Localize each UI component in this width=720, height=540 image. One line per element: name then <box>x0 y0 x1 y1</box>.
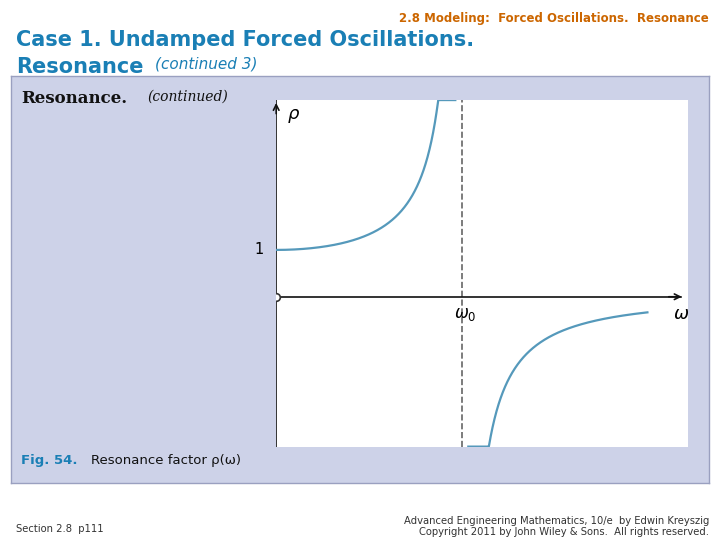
Text: $\omega$: $\omega$ <box>672 305 689 323</box>
Text: Section 2.8  p111: Section 2.8 p111 <box>16 523 104 534</box>
Text: Copyright 2011 by John Wiley & Sons.  All rights reserved.: Copyright 2011 by John Wiley & Sons. All… <box>419 527 709 537</box>
Text: Case 1. Undamped Forced Oscillations.: Case 1. Undamped Forced Oscillations. <box>16 30 474 50</box>
Text: Resonance.: Resonance. <box>22 90 127 107</box>
Text: 2.8 Modeling:  Forced Oscillations.  Resonance: 2.8 Modeling: Forced Oscillations. Reson… <box>400 12 709 25</box>
Text: 1: 1 <box>254 242 264 258</box>
Text: (continued): (continued) <box>147 90 228 104</box>
Text: Advanced Engineering Mathematics, 10/e  by Edwin Kreyszig: Advanced Engineering Mathematics, 10/e b… <box>404 516 709 526</box>
Text: $\rho$: $\rho$ <box>287 107 300 125</box>
Text: (continued 3): (continued 3) <box>155 57 257 72</box>
Text: Resonance: Resonance <box>16 57 143 77</box>
Text: $\omega_0$: $\omega_0$ <box>454 305 477 323</box>
Text: Resonance factor ρ(ω): Resonance factor ρ(ω) <box>91 454 241 467</box>
Text: Fig. 54.: Fig. 54. <box>22 454 78 467</box>
